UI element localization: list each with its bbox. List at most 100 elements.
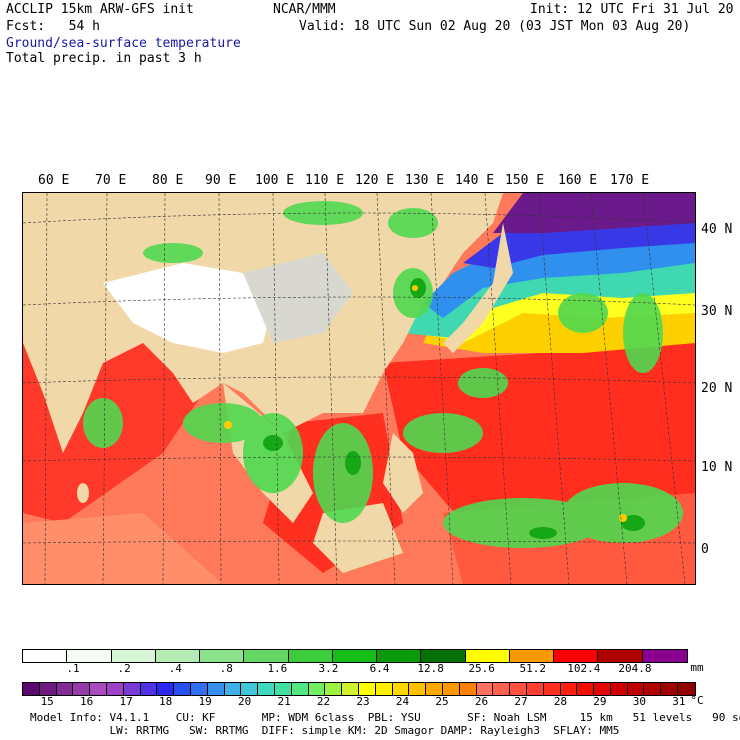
model-info-line-1: Model Info: V4.1.1 CU: KF MP: WDM 6class… (30, 711, 740, 724)
field-label-precip: Total precip. in past 3 h (6, 51, 202, 66)
temperature-tick-label: 25 (435, 695, 449, 708)
temperature-color-swatch (207, 683, 225, 695)
precip-color-swatch (111, 650, 156, 662)
temperature-color-swatch (274, 683, 292, 695)
precip-colorbar (22, 649, 688, 663)
longitude-label: 80 E (152, 173, 184, 188)
precip-unit: mm (690, 661, 704, 674)
temperature-color-swatch (325, 683, 343, 695)
temperature-color-swatch (442, 683, 460, 695)
temperature-tick-label: 31 (672, 695, 686, 708)
temperature-color-swatch (459, 683, 477, 695)
temperature-color-swatch (308, 683, 326, 695)
longitude-label: 90 E (205, 173, 237, 188)
latitude-label: 10 N (701, 460, 733, 475)
temperature-tick-label: 27 (514, 695, 528, 708)
temperature-color-swatch (224, 683, 242, 695)
precip-tick-label: 1.6 (267, 662, 288, 675)
precip-color-swatch (598, 650, 643, 662)
temperature-color-swatch (678, 683, 695, 695)
precip-color-swatch (421, 650, 466, 662)
temperature-tick-label: 21 (277, 695, 291, 708)
temperature-color-swatch (258, 683, 275, 695)
temperature-color-swatch (123, 683, 141, 695)
precip-tick-label: 25.6 (468, 662, 495, 675)
precip-tick-label: 6.4 (369, 662, 390, 675)
longitude-label: 100 E (255, 173, 295, 188)
precip-color-swatch (288, 650, 333, 662)
precip-color-swatch (332, 650, 378, 662)
precip-tick-label: 3.2 (318, 662, 339, 675)
temperature-color-swatch (90, 683, 107, 695)
temperature-color-swatch (476, 683, 494, 695)
temperature-tick-label: 26 (474, 695, 489, 708)
longitude-label: 160 E (558, 173, 598, 188)
model-title: ACCLIP 15km ARW-GFS init (6, 2, 194, 17)
temperature-color-swatch (73, 683, 91, 695)
temperature-color-swatch (627, 683, 645, 695)
init-time: Init: 12 UTC Fri 31 Jul 20 (530, 2, 734, 17)
longitude-label: 70 E (95, 173, 127, 188)
temperature-color-swatch (644, 683, 662, 695)
temperature-unit: °C (690, 694, 704, 707)
temperature-color-swatch (543, 683, 561, 695)
precip-color-swatch (155, 650, 201, 662)
precip-color-swatch (67, 650, 112, 662)
temperature-tick-label: 16 (80, 695, 94, 708)
temperature-color-swatch (106, 683, 124, 695)
temperature-tick-label: 20 (237, 695, 252, 708)
precip-color-swatch (244, 650, 289, 662)
temperature-color-swatch (375, 683, 393, 695)
temperature-color-swatch (39, 683, 57, 695)
temperature-tick-label: 18 (159, 695, 173, 708)
longitude-label: 150 E (505, 173, 545, 188)
temperature-color-swatch (594, 683, 611, 695)
temperature-color-swatch (426, 683, 443, 695)
model-info-line-2: LW: RRTMG SW: RRTMG DIFF: simple KM: 2D … (30, 724, 620, 737)
temperature-color-swatch (510, 683, 527, 695)
temperature-tick-label: 30 (632, 695, 647, 708)
longitude-label: 170 E (610, 173, 650, 188)
temperature-color-swatch (409, 683, 427, 695)
map-panel (22, 192, 696, 585)
temperature-color-swatch (190, 683, 208, 695)
precip-tick-label: .4 (168, 662, 182, 675)
temperature-color-swatch (342, 683, 359, 695)
temperature-tick-label: 28 (553, 695, 568, 708)
precip-tick-label: 204.8 (618, 662, 652, 675)
map-image (23, 193, 695, 584)
temperature-color-swatch (23, 683, 40, 695)
precip-tick-label: .1 (66, 662, 80, 675)
precip-color-swatch (465, 650, 510, 662)
precip-color-swatch (200, 650, 245, 662)
longitude-label: 140 E (455, 173, 495, 188)
temperature-color-swatch (291, 683, 309, 695)
precip-tick-label: 12.8 (417, 662, 444, 675)
precip-color-swatch (642, 650, 687, 662)
temperature-color-swatch (241, 683, 259, 695)
temperature-color-swatch (157, 683, 175, 695)
temperature-color-swatch (358, 683, 376, 695)
field-label-sst: Ground/sea-surface temperature (6, 36, 241, 51)
latitude-label: 0 (701, 542, 709, 557)
temperature-color-swatch (661, 683, 679, 695)
temperature-color-swatch (526, 683, 544, 695)
latitude-label: 30 N (701, 304, 733, 319)
valid-time: Valid: 18 UTC Sun 02 Aug 20 (03 JST Mon … (299, 19, 691, 34)
longitude-label: 60 E (38, 173, 70, 188)
precip-color-swatch (554, 650, 599, 662)
longitude-label: 130 E (405, 173, 445, 188)
precip-color-swatch (23, 650, 68, 662)
temperature-tick-label: 29 (593, 695, 607, 708)
precip-color-swatch (509, 650, 555, 662)
precip-tick-label: .2 (117, 662, 131, 675)
temperature-color-swatch (140, 683, 158, 695)
longitude-label: 120 E (355, 173, 395, 188)
temperature-tick-label: 17 (119, 695, 133, 708)
latitude-label: 40 N (701, 222, 733, 237)
temperature-tick-label: 19 (198, 695, 212, 708)
temperature-tick-label: 23 (356, 695, 370, 708)
forecast-hour: Fcst: 54 h (6, 19, 100, 34)
temperature-tick-label: 24 (395, 695, 410, 708)
latitude-label: 20 N (701, 381, 733, 396)
